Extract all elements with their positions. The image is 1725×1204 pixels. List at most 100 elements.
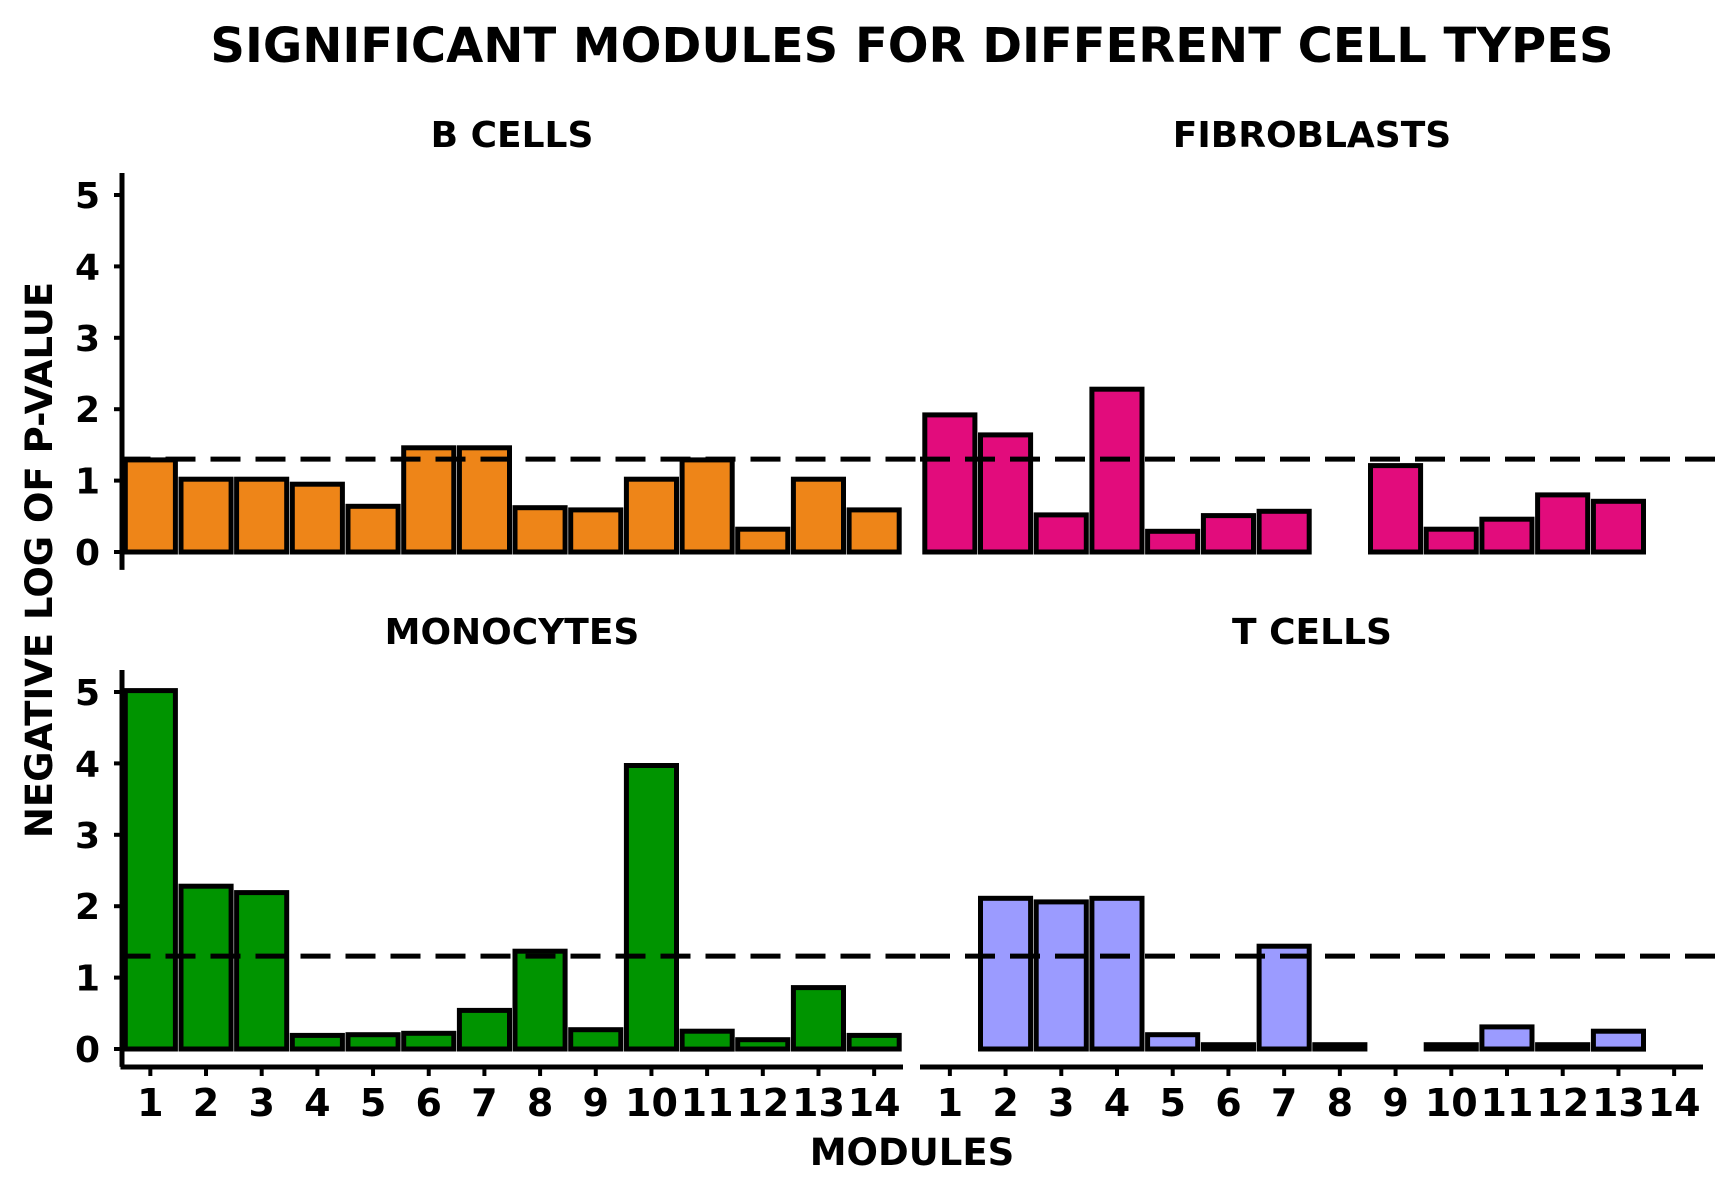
bar <box>178 476 234 555</box>
bar <box>401 1030 457 1052</box>
y-tick-label: 5 <box>75 176 100 217</box>
x-tick-label: 6 <box>1215 1081 1241 1125</box>
bar <box>456 445 512 555</box>
bar <box>178 883 234 1052</box>
x-tick-label: 14 <box>1648 1081 1701 1125</box>
bar <box>679 1028 735 1052</box>
y-tick-label: 1 <box>75 959 100 1000</box>
bar <box>345 503 401 555</box>
bar <box>568 507 624 555</box>
bar <box>978 895 1034 1052</box>
bar <box>790 476 847 555</box>
x-tick-label: 9 <box>583 1081 609 1125</box>
bar <box>1089 386 1145 555</box>
bar <box>922 412 978 555</box>
bar <box>679 457 735 555</box>
x-tick-label: 4 <box>1104 1081 1130 1125</box>
bar <box>512 948 568 1052</box>
bar <box>1312 1042 1368 1052</box>
x-tick-label: 10 <box>625 1081 678 1125</box>
bar <box>790 985 847 1052</box>
bar <box>623 476 680 555</box>
x-tick-label: 6 <box>416 1081 442 1125</box>
bar <box>1033 899 1089 1052</box>
y-tick-label: 3 <box>75 319 100 360</box>
panel-title-t-cells: T CELLS <box>1232 612 1392 653</box>
bar <box>1256 508 1312 555</box>
bar <box>1590 1028 1647 1052</box>
bar <box>234 890 290 1052</box>
x-tick-label: 8 <box>527 1081 553 1125</box>
bar <box>456 1007 512 1052</box>
y-tick-label: 2 <box>75 390 100 431</box>
bar <box>1089 895 1145 1052</box>
x-tick-label: 5 <box>1159 1081 1185 1125</box>
bar <box>846 1032 902 1052</box>
x-tick-label: 3 <box>1048 1081 1074 1125</box>
x-tick-label: 1 <box>137 1081 163 1125</box>
bar <box>234 476 290 555</box>
panel-title-monocytes: MONOCYTES <box>385 612 640 653</box>
bar <box>122 688 178 1052</box>
x-tick-label: 11 <box>1481 1081 1534 1125</box>
bar <box>568 1027 624 1052</box>
bar <box>512 505 568 555</box>
x-tick-label: 11 <box>681 1081 734 1125</box>
x-tick-label: 13 <box>792 1081 845 1125</box>
y-tick-label: 5 <box>75 673 100 714</box>
y-tick-label: 2 <box>75 887 100 928</box>
bar <box>1479 1024 1535 1052</box>
x-tick-label: 8 <box>1327 1081 1353 1125</box>
bar <box>1479 516 1535 555</box>
bar <box>735 526 791 555</box>
bar <box>1535 492 1591 555</box>
bar <box>1423 526 1479 555</box>
y-tick-label: 3 <box>75 816 100 857</box>
y-tick-label: 0 <box>75 533 100 574</box>
x-tick-label: 4 <box>304 1081 330 1125</box>
x-tick-label: 2 <box>992 1081 1018 1125</box>
y-tick-label: 0 <box>75 1030 100 1071</box>
x-tick-label: 7 <box>471 1081 497 1125</box>
x-tick-label: 10 <box>1425 1081 1478 1125</box>
x-tick-label: 14 <box>848 1081 901 1125</box>
x-tick-label: 7 <box>1271 1081 1297 1125</box>
bar <box>735 1037 791 1052</box>
bar <box>978 432 1034 555</box>
chart-title: SIGNIFICANT MODULES FOR DIFFERENT CELL T… <box>210 18 1613 74</box>
bar <box>345 1032 401 1052</box>
x-tick-label: 9 <box>1382 1081 1408 1125</box>
x-tick-label: 13 <box>1592 1081 1645 1125</box>
x-tick-label: 2 <box>193 1081 219 1125</box>
bar <box>1590 498 1647 555</box>
panel-title-fibroblasts: FIBROBLASTS <box>1173 115 1451 156</box>
x-axis-label: MODULES <box>810 1131 1015 1174</box>
bar <box>1368 463 1424 555</box>
bar <box>623 763 680 1052</box>
y-axis-label: NEGATIVE LOG OF P-VALUE <box>18 282 61 838</box>
bar <box>289 1032 345 1052</box>
x-tick-label: 12 <box>1536 1081 1589 1125</box>
x-tick-label: 5 <box>360 1081 386 1125</box>
bar <box>1200 513 1257 555</box>
bar <box>122 457 178 555</box>
bar <box>846 507 902 555</box>
x-tick-label: 12 <box>736 1081 789 1125</box>
bar <box>1033 512 1089 555</box>
y-tick-label: 4 <box>75 247 100 288</box>
bar <box>1535 1042 1591 1052</box>
bar <box>1256 943 1312 1052</box>
y-tick-label: 1 <box>75 462 100 503</box>
bar <box>1423 1042 1479 1052</box>
bar <box>401 445 457 555</box>
y-tick-label: 4 <box>75 744 100 785</box>
bar <box>289 481 345 555</box>
bar <box>1200 1042 1257 1052</box>
bar <box>1145 528 1201 555</box>
x-tick-label: 3 <box>248 1081 274 1125</box>
panel-title-b-cells: B CELLS <box>431 115 594 156</box>
bar <box>1145 1032 1201 1052</box>
